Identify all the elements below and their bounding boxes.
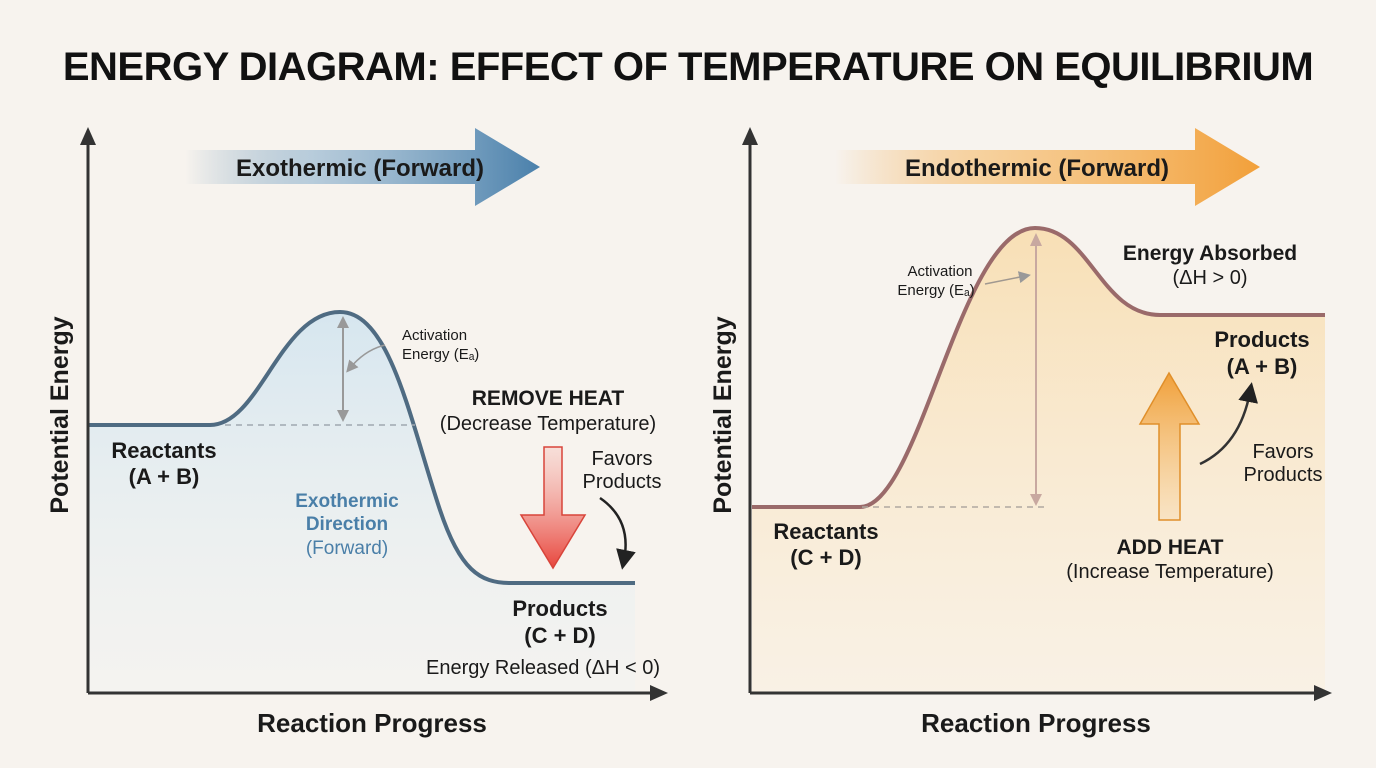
- energy-absorbed-sublabel: (ΔH > 0): [1172, 267, 1247, 289]
- left-reactants-formula: (A + B): [129, 464, 200, 489]
- right-x-axis-arrow-icon: [1314, 685, 1332, 701]
- left-curve-fill: [88, 312, 635, 693]
- left-favors-arrow-icon: [599, 496, 636, 570]
- exothermic-direction-line3: (Forward): [306, 538, 388, 559]
- energy-absorbed-label: Energy Absorbed: [1123, 242, 1297, 265]
- add-heat-label: ADD HEAT: [1117, 536, 1224, 559]
- left-reactants-label: Reactants: [111, 438, 216, 463]
- remove-heat-label: REMOVE HEAT: [472, 387, 625, 410]
- right-x-axis-label: Reaction Progress: [921, 708, 1151, 738]
- left-x-axis-label: Reaction Progress: [257, 708, 487, 738]
- right-panel: Endothermic (Forward) Activation Energy …: [709, 127, 1332, 738]
- right-favors-arrow-icon: [1199, 382, 1258, 466]
- right-favors-line2: Products: [1244, 464, 1323, 486]
- right-reactants-formula: (C + D): [790, 545, 862, 570]
- right-y-axis-arrow-icon: [742, 127, 758, 145]
- remove-heat-sublabel: (Decrease Temperature): [440, 413, 656, 435]
- left-favors-line1: Favors: [591, 448, 652, 470]
- exothermic-direction-line1: Exothermic: [295, 491, 399, 512]
- energy-released-label: Energy Released (ΔH < 0): [426, 657, 660, 679]
- add-heat-up-arrow-icon: [1138, 371, 1201, 521]
- left-products-formula: (C + D): [524, 623, 596, 648]
- right-y-axis-label: Potential Energy: [709, 316, 737, 513]
- left-favors-line2: Products: [583, 471, 662, 493]
- right-activation-pointer-icon: [984, 271, 1031, 285]
- exothermic-banner-arrow-icon: [185, 128, 540, 206]
- right-activation-line1: Activation: [907, 263, 972, 280]
- right-banner-label: Endothermic (Forward): [905, 155, 1169, 182]
- right-products-formula: (A + B): [1227, 354, 1298, 379]
- right-favors-line1: Favors: [1252, 441, 1313, 463]
- add-heat-sublabel: (Increase Temperature): [1066, 561, 1274, 583]
- remove-heat-down-arrow-icon: [519, 446, 587, 570]
- right-energy-curve: [752, 225, 1325, 509]
- left-activation-line1: Activation: [402, 327, 467, 344]
- left-y-axis-arrow-icon: [80, 127, 96, 145]
- left-x-axis-arrow-icon: [650, 685, 668, 701]
- right-curve-fill: [752, 228, 1325, 693]
- diagram-title: ENERGY DIAGRAM: EFFECT OF TEMPERATURE ON…: [63, 45, 1313, 89]
- left-banner-label: Exothermic (Forward): [236, 155, 484, 182]
- left-activation-line2: Energy (Eₐ): [402, 346, 479, 363]
- left-energy-curve: [88, 309, 635, 585]
- endothermic-banner-arrow-icon: [835, 128, 1260, 206]
- right-activation-line2: Energy (Eₐ): [897, 282, 974, 299]
- left-y-axis-label: Potential Energy: [46, 316, 74, 513]
- left-panel: Exothermic (Forward) Activation Energy (…: [46, 127, 668, 738]
- left-products-label: Products: [512, 596, 607, 621]
- right-reactants-label: Reactants: [773, 519, 878, 544]
- exothermic-direction-line2: Direction: [306, 514, 388, 535]
- left-activation-pointer-icon: [346, 344, 386, 373]
- right-products-label: Products: [1214, 327, 1309, 352]
- left-activation-arrowheads-icon: [337, 316, 349, 422]
